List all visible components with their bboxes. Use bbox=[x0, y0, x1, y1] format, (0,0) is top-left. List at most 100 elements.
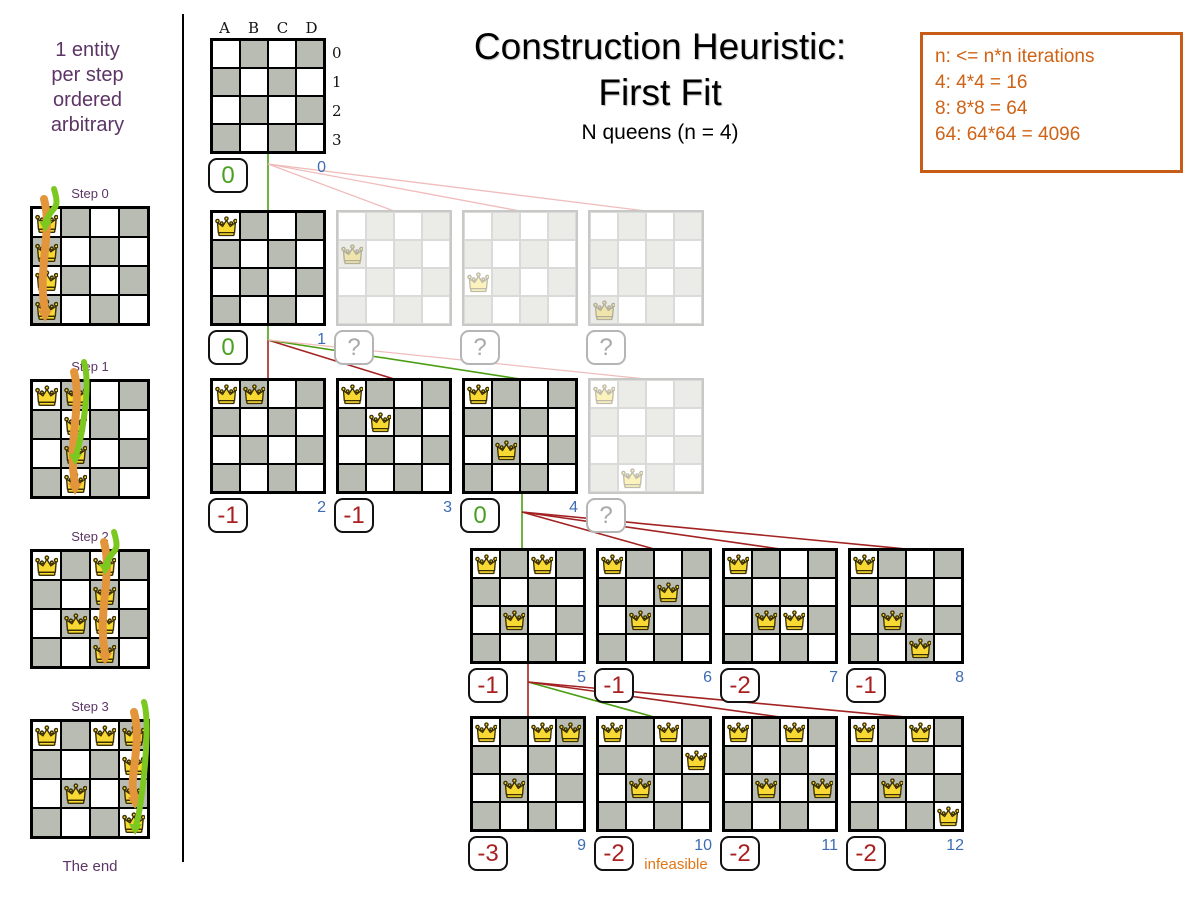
board-cell bbox=[296, 296, 324, 324]
score-badge: -2 bbox=[594, 836, 634, 871]
board-cell bbox=[32, 808, 61, 837]
queen-icon bbox=[494, 439, 518, 460]
iteration-index: 11 bbox=[821, 837, 838, 854]
board-cell bbox=[850, 550, 878, 578]
board-cell bbox=[548, 268, 576, 296]
queen-icon bbox=[34, 299, 59, 320]
score-badge: 0 bbox=[460, 498, 500, 533]
board-cell bbox=[119, 468, 148, 497]
board-cell bbox=[268, 240, 296, 268]
board-cell bbox=[240, 212, 268, 240]
board-cell bbox=[394, 408, 422, 436]
board-cell bbox=[556, 746, 584, 774]
step-label: Step 3 bbox=[71, 699, 109, 714]
queen-icon bbox=[754, 777, 778, 798]
board-cell bbox=[472, 718, 500, 746]
tree-edge-selected bbox=[527, 681, 655, 718]
board-cell bbox=[32, 580, 61, 609]
queen-icon bbox=[92, 613, 117, 634]
board-cell bbox=[492, 212, 520, 240]
board-cell bbox=[268, 380, 296, 408]
column-label: C bbox=[276, 19, 289, 37]
board-cell bbox=[240, 68, 268, 96]
board-cell bbox=[464, 212, 492, 240]
board-cell bbox=[674, 268, 702, 296]
note-line: 4: 4*4 = 16 bbox=[935, 72, 1028, 93]
queen-icon bbox=[92, 642, 117, 663]
board-cell bbox=[626, 746, 654, 774]
board-cell bbox=[32, 638, 61, 667]
board-cell bbox=[240, 464, 268, 492]
queen-icon bbox=[908, 721, 932, 742]
board-cell bbox=[366, 268, 394, 296]
step-board-wrap bbox=[30, 699, 150, 839]
pane-divider bbox=[182, 14, 184, 862]
row-label: 1 bbox=[332, 73, 342, 91]
tree-board-3 bbox=[336, 378, 452, 494]
queen-icon bbox=[214, 383, 238, 404]
board-cell bbox=[520, 296, 548, 324]
score-badge: -1 bbox=[334, 498, 374, 533]
board-cell bbox=[590, 212, 618, 240]
board-cell bbox=[654, 746, 682, 774]
step-board-wrap bbox=[30, 186, 150, 326]
tree-board-4 bbox=[462, 378, 578, 494]
board-cell bbox=[598, 774, 626, 802]
board-cell bbox=[752, 550, 780, 578]
board-cell bbox=[212, 212, 240, 240]
board-cell bbox=[296, 212, 324, 240]
tree-edge-unevaluated bbox=[267, 163, 521, 212]
board-cell bbox=[934, 606, 962, 634]
board-cell bbox=[212, 408, 240, 436]
board-cell bbox=[212, 268, 240, 296]
board-cell bbox=[119, 410, 148, 439]
tree-board-11 bbox=[722, 716, 838, 832]
queen-icon bbox=[782, 721, 806, 742]
board-cell bbox=[654, 550, 682, 578]
board-cell bbox=[528, 634, 556, 662]
iteration-index: 3 bbox=[443, 499, 452, 516]
board-cell bbox=[61, 609, 90, 638]
queen-icon bbox=[474, 721, 498, 742]
board-cell bbox=[780, 634, 808, 662]
score-badge: 0 bbox=[208, 158, 248, 193]
tree-edge-unevaluated bbox=[267, 339, 647, 380]
step-label: Step 1 bbox=[71, 359, 109, 374]
board-cell bbox=[548, 240, 576, 268]
queen-icon bbox=[628, 777, 652, 798]
board-cell bbox=[724, 550, 752, 578]
queen-icon bbox=[121, 812, 146, 833]
score-badge: -1 bbox=[594, 668, 634, 703]
board-cell bbox=[268, 96, 296, 124]
board-cell bbox=[119, 779, 148, 808]
queen-icon bbox=[340, 383, 364, 404]
board-cell bbox=[119, 721, 148, 750]
board-cell bbox=[366, 380, 394, 408]
board-cell bbox=[528, 774, 556, 802]
board-cell bbox=[296, 464, 324, 492]
board-cell bbox=[626, 550, 654, 578]
tree-edge-unevaluated bbox=[267, 163, 395, 212]
board-cell bbox=[296, 96, 324, 124]
board-cell bbox=[674, 380, 702, 408]
score-badge: -1 bbox=[208, 498, 248, 533]
board-cell bbox=[646, 380, 674, 408]
tree-board bbox=[336, 210, 452, 326]
board-cell bbox=[850, 746, 878, 774]
score-badge: ? bbox=[334, 330, 374, 365]
board-cell bbox=[240, 296, 268, 324]
board-cell bbox=[934, 634, 962, 662]
queen-icon bbox=[34, 725, 59, 746]
board-cell bbox=[492, 296, 520, 324]
board-cell bbox=[472, 578, 500, 606]
board-cell bbox=[878, 550, 906, 578]
board-cell bbox=[780, 606, 808, 634]
step-label: Step 2 bbox=[71, 529, 109, 544]
board-cell bbox=[240, 96, 268, 124]
board-cell bbox=[472, 802, 500, 830]
board-cell bbox=[548, 464, 576, 492]
queen-icon bbox=[592, 383, 616, 404]
intro-line: per step bbox=[51, 64, 124, 86]
board-cell bbox=[32, 750, 61, 779]
board-cell bbox=[906, 578, 934, 606]
